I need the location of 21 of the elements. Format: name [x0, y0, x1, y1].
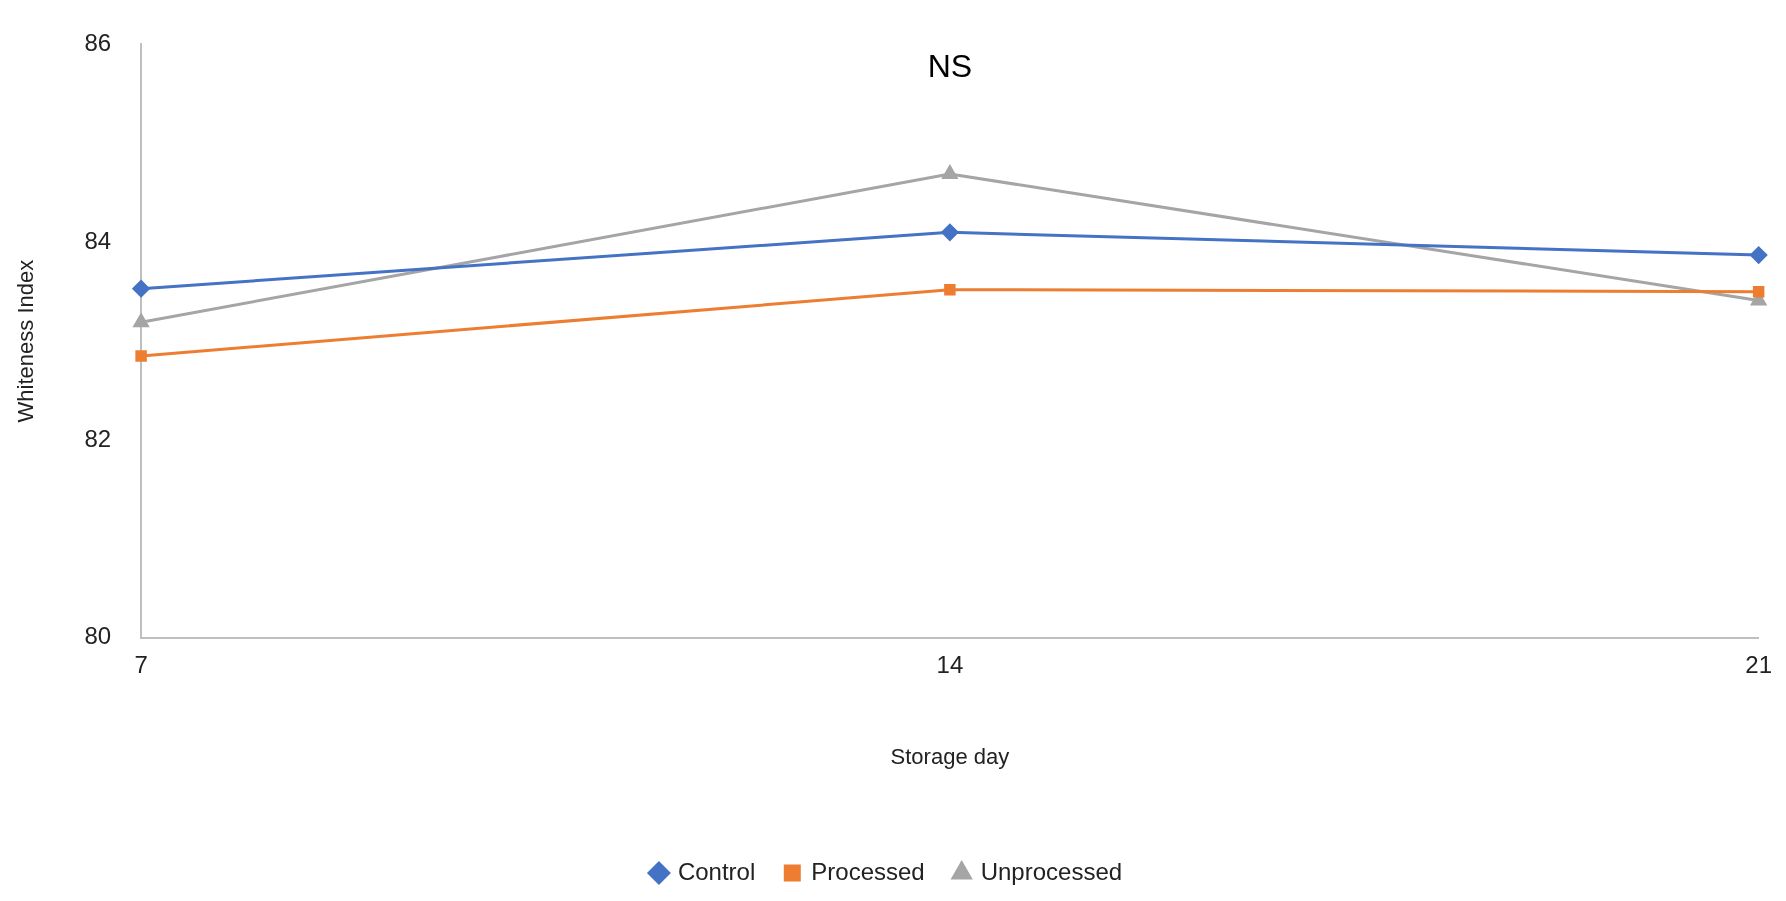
point [1750, 246, 1768, 264]
legend-label: Control [677, 857, 756, 885]
point [941, 223, 959, 241]
legend-label: Processed [811, 857, 925, 885]
y-tick-label: 86 [84, 29, 112, 57]
point [944, 283, 956, 296]
point [942, 165, 958, 179]
y-tick-label: 82 [84, 424, 112, 452]
point [133, 313, 149, 328]
annotation: NS [927, 48, 973, 85]
point [1752, 285, 1765, 298]
point [135, 350, 147, 362]
x-tick-label: 7 [134, 650, 148, 678]
legend-label: Unprocessed [980, 857, 1123, 885]
point [132, 280, 150, 298]
y-axis-title: Whiteness Index [13, 259, 39, 423]
x-tick-label: 21 [1745, 650, 1772, 678]
x-axis-title: Storage day [890, 743, 1010, 769]
y-tick-label: 84 [84, 226, 112, 254]
x-tick-label: 14 [936, 650, 964, 678]
y-tick-label: 80 [84, 622, 112, 650]
